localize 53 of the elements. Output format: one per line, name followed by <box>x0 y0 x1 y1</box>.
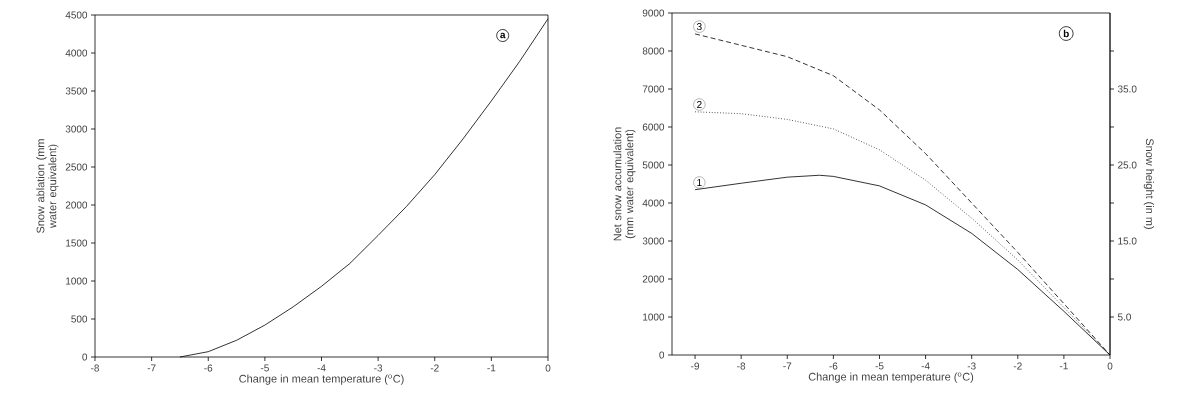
y-axis-title: Net snow accumulation (mm water equivalent) <box>613 127 636 241</box>
x-tick-label: -9 <box>691 362 700 370</box>
y-tick-label: 3000 <box>65 125 88 133</box>
y2-tick-label: 5.0 <box>1117 313 1131 321</box>
x-axis-title: Change in mean temperature ($^{o}$C) <box>239 374 404 385</box>
y-tick-label: 7000 <box>642 85 665 93</box>
x-tick-label: -6 <box>829 362 838 370</box>
y2-axis-title: Snow height (in m) <box>1143 138 1154 229</box>
x-tick-label: -1 <box>487 364 496 372</box>
x-tick-label: 0 <box>545 364 551 372</box>
y-tick-label: 6000 <box>642 123 665 131</box>
y-axis-title: Snow ablation (mm water equivalent) <box>36 139 59 234</box>
x-tick-label: -7 <box>783 362 792 370</box>
x-tick-label: 0 <box>1107 362 1113 370</box>
y-tick-label: 1000 <box>643 313 665 321</box>
x-tick-label: -4 <box>921 362 930 370</box>
y-tick-label: 5000 <box>642 161 665 169</box>
y-tick-label: 0 <box>82 353 88 361</box>
x-tick-label: -6 <box>204 364 213 372</box>
y2-tick-label: 15.0 <box>1118 237 1137 245</box>
x-tick-label: -1 <box>1059 362 1068 370</box>
y2-tick-label: 35.0 <box>1117 85 1137 93</box>
x-tick-label: -5 <box>260 364 269 372</box>
x-tick-label: -8 <box>91 364 99 372</box>
x-tick-label: -3 <box>374 364 383 372</box>
x-tick-label: -3 <box>967 362 976 370</box>
x-tick-label: -5 <box>875 362 884 370</box>
x-tick-label: -7 <box>147 364 156 372</box>
y2-tick-label: 25.0 <box>1118 161 1137 169</box>
y-tick-label: 3000 <box>642 237 665 245</box>
series-label: 1 <box>697 179 702 186</box>
series-label: 3 <box>696 23 702 31</box>
annotation: b <box>1063 29 1069 38</box>
y-tick-label: 1000 <box>66 277 88 285</box>
y-tick-label: 1500 <box>66 239 88 247</box>
y-tick-label: 9000 <box>642 9 665 17</box>
y-tick-label: 0 <box>659 351 665 359</box>
y-tick-label: 3500 <box>65 87 88 95</box>
y-tick-label: 2000 <box>65 201 88 209</box>
x-axis-title: Change in mean temperature ($^{o}$C) <box>808 372 974 383</box>
y-tick-label: 4000 <box>642 199 665 207</box>
x-tick-label: -4 <box>317 364 326 372</box>
x-tick-label: -2 <box>1013 362 1022 370</box>
y-tick-label: 4000 <box>65 49 88 57</box>
y-tick-label: 8000 <box>642 47 665 55</box>
annotation: a <box>500 32 506 39</box>
y-tick-label: 2500 <box>65 163 88 171</box>
x-tick-label: -8 <box>737 362 746 370</box>
x-tick-label: -2 <box>430 364 439 372</box>
y-tick-label: 4500 <box>65 11 88 19</box>
series-label: 2 <box>697 101 702 108</box>
y-tick-label: 2000 <box>642 275 665 283</box>
y-tick-label: 500 <box>71 315 88 323</box>
